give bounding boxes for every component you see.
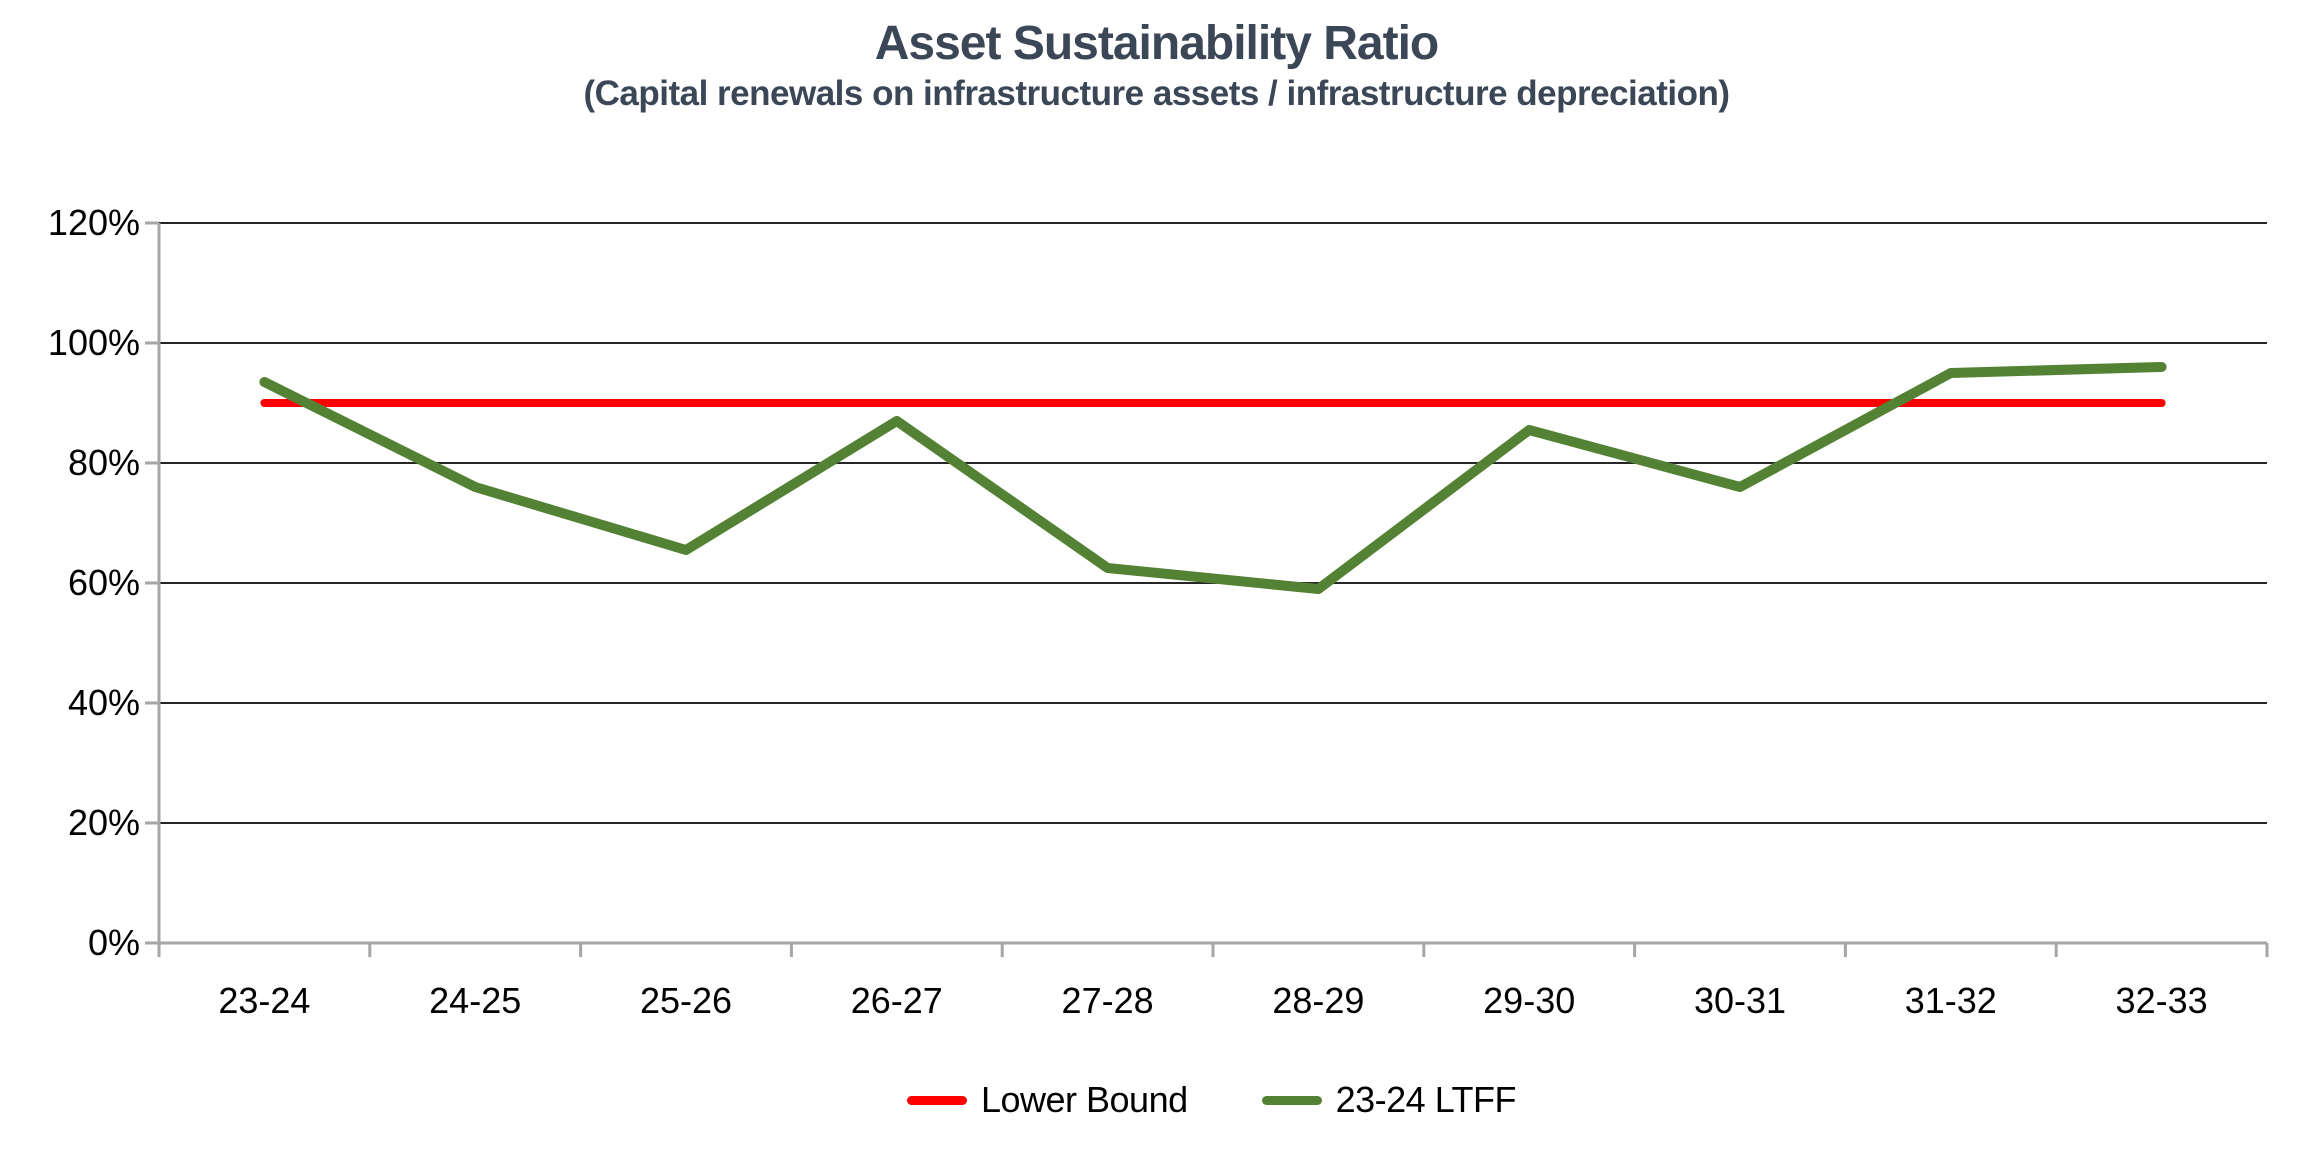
x-axis-label: 30-31: [1694, 980, 1786, 1021]
ltff-line-swatch: [1261, 1095, 1322, 1105]
y-axis-label: 40%: [68, 682, 140, 723]
x-axis-label: 25-26: [640, 980, 732, 1021]
x-axis-label: 26-27: [851, 980, 943, 1021]
legend: Lower Bound 23-24 LTFF: [0, 1072, 2313, 1128]
y-axis-label: 20%: [68, 802, 140, 843]
y-axis-label: 80%: [68, 442, 140, 483]
y-axis-label: 60%: [68, 562, 140, 603]
x-axis-label: 23-24: [218, 980, 310, 1021]
lower-bound-line-swatch: [906, 1095, 967, 1105]
y-axis-label: 0%: [88, 922, 140, 963]
x-axis-label: 27-28: [1062, 980, 1154, 1021]
x-axis-label: 31-32: [1905, 980, 1997, 1021]
legend-item-lower-bound: Lower Bound: [906, 1079, 1188, 1121]
legend-label-lower-bound: Lower Bound: [980, 1079, 1188, 1120]
x-axis-label: 32-33: [2116, 980, 2208, 1021]
x-axis-label: 28-29: [1272, 980, 1364, 1021]
legend-label-23-24-ltff: 23-24 LTFF: [1335, 1079, 1517, 1120]
x-axis-label: 24-25: [429, 980, 521, 1021]
chart-title: Asset Sustainability Ratio: [874, 17, 1439, 70]
series-line-23-24-ltff: [259, 362, 2167, 594]
legend-item-23-24-ltff: 23-24 LTFF: [1261, 1079, 1517, 1121]
x-axis-label: 29-30: [1483, 980, 1575, 1021]
chart-subtitle: (Capital renewals on infrastructure asse…: [583, 74, 1730, 113]
y-axis-label: 120%: [48, 202, 140, 243]
y-axis-label: 100%: [48, 322, 140, 363]
